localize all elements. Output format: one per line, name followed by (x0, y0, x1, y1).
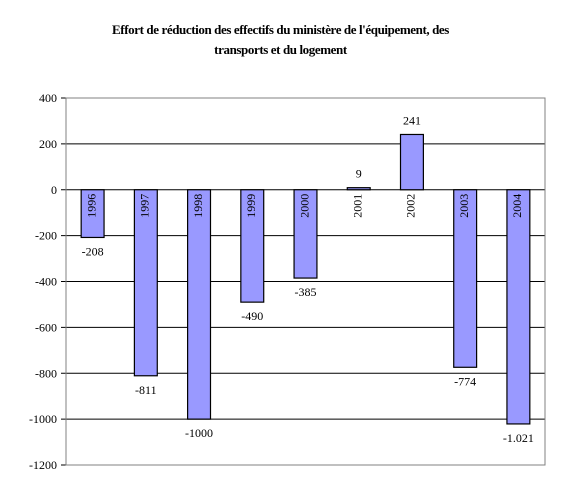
y-tick-label: -600 (35, 320, 57, 334)
category-label: 2000 (297, 194, 311, 218)
category-label: 1998 (191, 194, 205, 218)
y-tick-label: -400 (35, 275, 57, 289)
chart-title-line-2: transports et du logement (214, 42, 347, 57)
category-label: 1997 (138, 194, 152, 218)
data-label: 9 (356, 167, 362, 181)
bar-2004 (506, 189, 531, 425)
category-label: 2002 (404, 194, 418, 218)
category-label: 2004 (510, 194, 524, 218)
bars (80, 133, 531, 425)
data-labels: 1996 -208 1997 -811 1998 -1000 1999 -490 2000 -38… (82, 113, 534, 444)
category-label: 2001 (350, 194, 364, 218)
data-label: -385 (295, 285, 317, 299)
bar-1998 (187, 189, 212, 420)
y-tick-label: -1000 (29, 412, 57, 426)
y-tick-label: 400 (39, 91, 57, 105)
category-label: 2003 (457, 194, 471, 218)
bar-2003 (453, 189, 478, 368)
y-tick-label: 200 (39, 137, 57, 151)
y-tick-label: -200 (35, 229, 57, 243)
chart-title-line-1: Effort de réduction des effectifs du min… (112, 22, 449, 37)
category-label: 1999 (244, 194, 258, 218)
bar-2002 (399, 133, 424, 191)
data-label: -490 (241, 309, 263, 323)
y-tick-label: -800 (35, 366, 57, 380)
bar-1996 (80, 189, 105, 239)
data-label: -1.021 (503, 431, 534, 445)
bar-1997 (133, 189, 158, 377)
bar-1999 (240, 189, 265, 303)
plot-frame (65, 97, 546, 466)
category-label: 1996 (84, 194, 98, 218)
data-label: -208 (82, 244, 104, 258)
data-label: -811 (135, 383, 157, 397)
bar-2001 (346, 187, 371, 191)
y-tick-label: 0 (51, 183, 57, 197)
bar-2000 (293, 189, 318, 279)
data-label: 241 (403, 113, 421, 127)
y-tick-label: -1200 (29, 458, 57, 472)
data-label: -1000 (185, 426, 213, 440)
data-label: -774 (454, 374, 476, 388)
y-axis: 400 200 0 -200 -400 -600 -800 -1000 -1200 (29, 91, 67, 472)
